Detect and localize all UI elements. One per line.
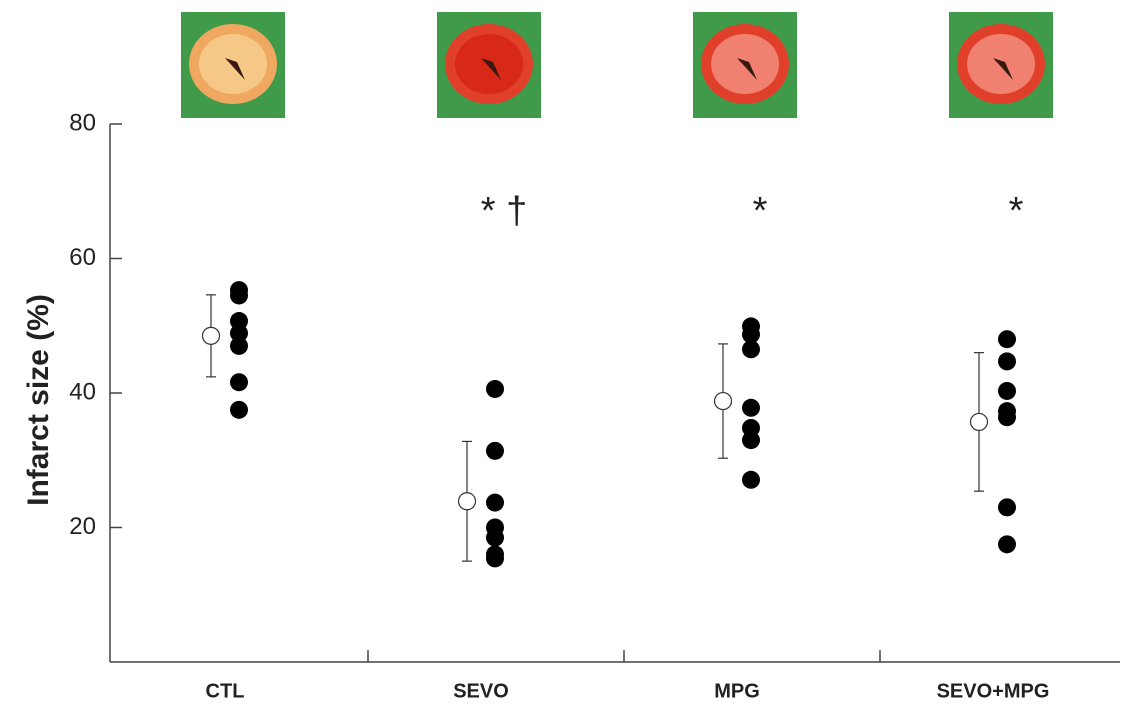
y-tick-label: 80	[69, 109, 96, 136]
data-point	[486, 494, 504, 512]
y-tick-label: 40	[69, 378, 96, 405]
data-point	[998, 498, 1016, 516]
data-point	[742, 340, 760, 358]
significance-mark: *	[753, 190, 768, 232]
data-point	[998, 382, 1016, 400]
y-tick-label: 60	[69, 244, 96, 271]
page: Infarct size (%) 20 40 60 80 CTL SEVO * † MPG * S…	[0, 0, 1127, 716]
data-point	[998, 535, 1016, 553]
data-point	[998, 352, 1016, 370]
significance-mark: *	[1009, 190, 1024, 232]
data-point	[486, 529, 504, 547]
mean-marker	[971, 413, 988, 430]
mean-marker	[459, 493, 476, 510]
x-tick-label: SEVO+MPG	[937, 680, 1050, 702]
data-point	[742, 471, 760, 489]
mean-marker	[715, 393, 732, 410]
chart: Infarct size (%) 20 40 60 80 CTL SEVO * † MPG * S…	[0, 0, 1127, 716]
x-tick-label: CTL	[206, 680, 245, 702]
x-tick-label: MPG	[714, 680, 760, 702]
data-point	[998, 408, 1016, 426]
data-point	[742, 431, 760, 449]
data-point	[230, 373, 248, 391]
data-point	[230, 286, 248, 304]
data-point	[742, 399, 760, 417]
data-point	[486, 380, 504, 398]
y-tick-label: 20	[69, 513, 96, 540]
x-tick-label: SEVO	[453, 680, 509, 702]
data-point	[998, 330, 1016, 348]
data-point	[230, 401, 248, 419]
data-point	[486, 442, 504, 460]
significance-mark: * †	[481, 190, 527, 232]
mean-marker	[203, 327, 220, 344]
y-axis-label: Infarct size (%)	[22, 294, 55, 506]
data-point	[486, 549, 504, 567]
data-point	[230, 337, 248, 355]
